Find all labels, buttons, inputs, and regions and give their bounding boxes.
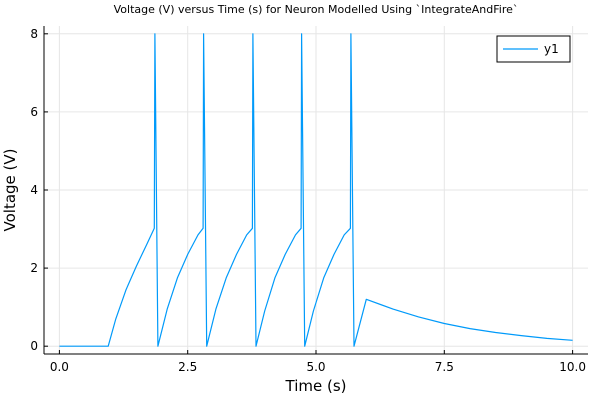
- legend: y1: [496, 35, 571, 63]
- series-line-y1: [59, 33, 573, 347]
- x-tick-label: 7.5: [435, 360, 454, 374]
- y-tick-label: 0: [30, 339, 38, 353]
- series-layer: [59, 33, 573, 347]
- x-axis-label: Time (s): [285, 377, 347, 395]
- y-tick-label: 4: [30, 183, 38, 197]
- x-tick-label: 5.0: [306, 360, 325, 374]
- x-tick-label: 2.5: [178, 360, 197, 374]
- legend-label-y1: y1: [544, 42, 559, 56]
- y-axis-label: Voltage (V): [1, 149, 19, 232]
- y-tick-label: 8: [30, 27, 38, 41]
- x-tick-label: 10.0: [559, 360, 586, 374]
- y-tick-label: 2: [30, 261, 38, 275]
- axes: 0.0 2.5 5.0 7.5 10.0 0 2 4 6 8: [30, 26, 588, 374]
- grid-lines: [44, 26, 588, 354]
- chart-title: Voltage (V) versus Time (s) for Neuron M…: [114, 3, 519, 16]
- y-tick-label: 6: [30, 105, 38, 119]
- x-tick-label: 0.0: [50, 360, 69, 374]
